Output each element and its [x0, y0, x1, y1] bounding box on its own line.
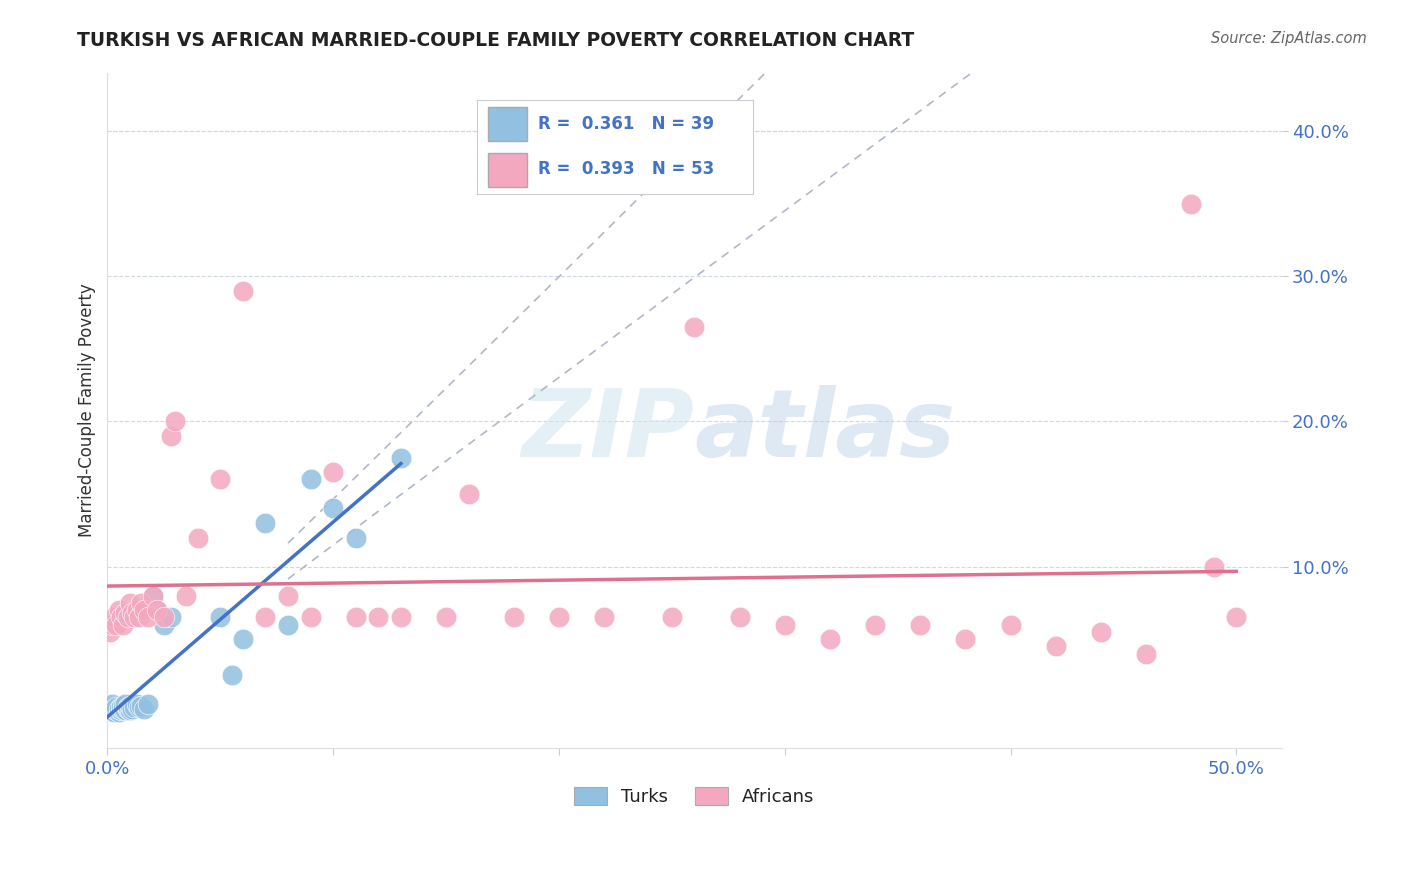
Africans [1180, 196, 1202, 211]
Turks [254, 516, 277, 530]
Africans [344, 610, 367, 624]
Africans [593, 610, 616, 624]
Africans [728, 610, 751, 624]
Y-axis label: Married-Couple Family Poverty: Married-Couple Family Poverty [79, 284, 96, 537]
Turks [132, 702, 155, 716]
Africans [367, 610, 389, 624]
Africans [187, 531, 209, 545]
Turks [118, 703, 141, 717]
Turks [112, 698, 135, 713]
Turks [153, 617, 176, 632]
Africans [165, 414, 187, 428]
Africans [389, 610, 412, 624]
Turks [389, 450, 412, 465]
Legend: Turks, Africans: Turks, Africans [567, 780, 823, 814]
Turks [129, 698, 152, 713]
Africans [910, 617, 932, 632]
Africans [1090, 624, 1112, 639]
Africans [128, 610, 150, 624]
Africans [117, 610, 139, 624]
Africans [1225, 610, 1247, 624]
Africans [153, 610, 176, 624]
Africans [277, 589, 299, 603]
Text: Source: ZipAtlas.com: Source: ZipAtlas.com [1211, 31, 1367, 46]
Turks [146, 603, 169, 617]
Turks [118, 698, 141, 713]
Turks [136, 698, 159, 712]
Africans [132, 603, 155, 617]
Turks [322, 501, 344, 516]
Africans [107, 603, 129, 617]
Turks [103, 705, 125, 719]
Turks [107, 705, 129, 719]
Africans [818, 632, 841, 647]
Africans [118, 596, 141, 610]
Africans [112, 617, 135, 632]
Turks [105, 703, 128, 717]
Africans [548, 610, 571, 624]
Africans [661, 610, 683, 624]
Turks [344, 531, 367, 545]
Africans [863, 617, 886, 632]
Africans [322, 465, 344, 479]
Africans [254, 610, 277, 624]
Turks [110, 700, 132, 714]
Africans [434, 610, 457, 624]
Turks [101, 700, 124, 714]
Africans [1135, 647, 1157, 661]
Africans [101, 617, 124, 632]
Africans [103, 610, 125, 624]
Africans [683, 320, 706, 334]
Africans [209, 473, 232, 487]
Africans [121, 606, 143, 620]
Turks [110, 703, 132, 717]
Africans [773, 617, 796, 632]
Africans [955, 632, 977, 647]
Africans [457, 487, 479, 501]
Africans [159, 429, 181, 443]
Turks [103, 702, 125, 716]
Turks [101, 698, 124, 712]
Turks [232, 632, 254, 647]
Turks [98, 703, 121, 717]
Turks [121, 702, 143, 716]
Africans [114, 606, 136, 620]
Turks [125, 698, 148, 712]
Africans [141, 589, 163, 603]
Text: TURKISH VS AFRICAN MARRIED-COUPLE FAMILY POVERTY CORRELATION CHART: TURKISH VS AFRICAN MARRIED-COUPLE FAMILY… [77, 31, 914, 50]
Turks [112, 702, 135, 716]
Africans [110, 610, 132, 624]
Turks [107, 702, 129, 716]
Africans [1045, 640, 1067, 654]
Turks [117, 702, 139, 716]
Africans [299, 610, 322, 624]
Turks [128, 700, 150, 714]
Turks [221, 668, 243, 682]
Turks [124, 700, 146, 714]
Africans [136, 610, 159, 624]
Africans [105, 617, 128, 632]
Africans [176, 589, 198, 603]
Africans [1202, 559, 1225, 574]
Africans [125, 603, 148, 617]
Africans [129, 596, 152, 610]
Turks [277, 617, 299, 632]
Africans [146, 603, 169, 617]
Turks [209, 610, 232, 624]
Text: atlas: atlas [695, 384, 956, 476]
Turks [159, 610, 181, 624]
Africans [1000, 617, 1022, 632]
Africans [124, 610, 146, 624]
Africans [98, 624, 121, 639]
Turks [141, 589, 163, 603]
Turks [117, 700, 139, 714]
Africans [232, 284, 254, 298]
Turks [114, 703, 136, 717]
Text: ZIP: ZIP [522, 384, 695, 476]
Africans [502, 610, 524, 624]
Turks [299, 473, 322, 487]
Turks [105, 700, 128, 714]
Turks [114, 698, 136, 712]
